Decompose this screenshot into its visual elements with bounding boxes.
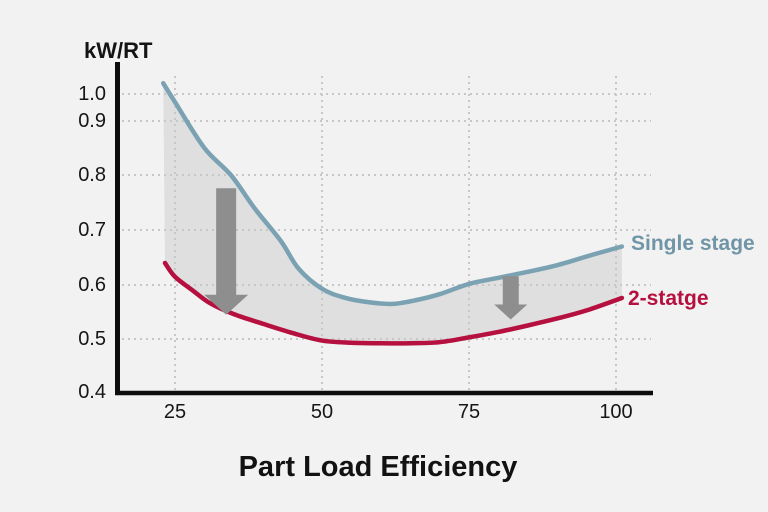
x-tick-label: 100 [599, 401, 633, 423]
two-stage-curve [162, 260, 625, 346]
y-tick-label: 1.0 [78, 83, 106, 105]
down-arrow-icon [204, 188, 249, 315]
series-label-single-stage: Single stage [631, 232, 755, 255]
x-tick-label: 75 [457, 401, 481, 423]
y-tick-label: 0.6 [78, 274, 106, 296]
chart-title: Part Load Efficiency [238, 451, 518, 483]
y-tick-label: 0.4 [78, 381, 106, 403]
y-tick-label: 0.8 [78, 164, 106, 186]
down-arrow-icon [494, 276, 528, 320]
x-tick-label: 50 [310, 401, 334, 423]
y-tick-label: 0.5 [78, 328, 106, 350]
series-label-2-stage: 2-statge [628, 287, 709, 310]
y-tick-label: 0.7 [78, 219, 106, 241]
single-stage-curve [160, 80, 625, 307]
y-tick-label: 0.9 [78, 110, 106, 132]
y-axis-unit-label: kW/RT [84, 38, 153, 63]
x-tick-label: 25 [163, 401, 187, 423]
